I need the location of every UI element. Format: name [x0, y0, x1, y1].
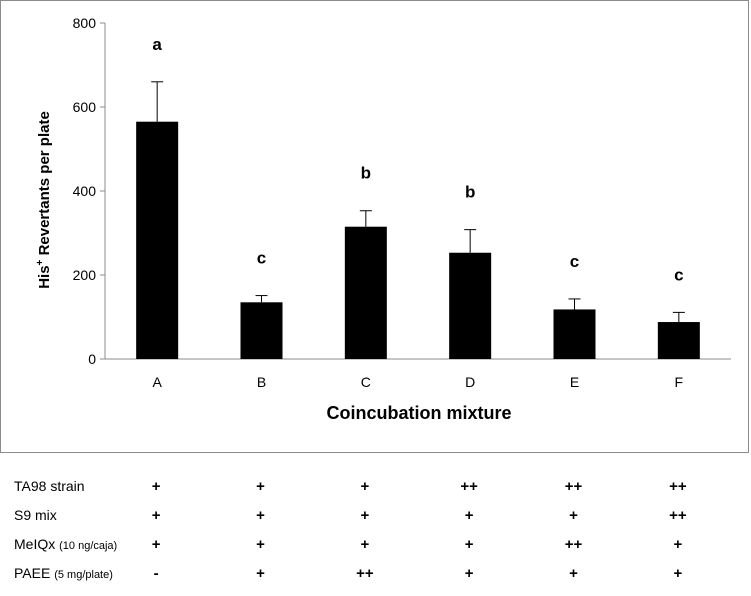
- condition-cell: +: [360, 507, 370, 524]
- condition-cell: +: [569, 565, 578, 582]
- significance-label: b: [465, 183, 475, 202]
- x-tick-label: A: [152, 374, 162, 390]
- y-tick-label: 400: [73, 183, 97, 199]
- y-tick-label: 200: [73, 267, 97, 283]
- y-tick-label: 0: [88, 351, 96, 367]
- condition-cell: +: [360, 478, 370, 495]
- condition-row: TA98 strain + + + ++ ++ ++: [0, 478, 751, 502]
- condition-cell: +: [151, 507, 161, 524]
- significance-label: b: [361, 164, 371, 183]
- condition-cell: +: [360, 536, 370, 553]
- condition-cell: +: [464, 507, 474, 524]
- bar-d: [449, 252, 492, 359]
- svg-text:His+ Revertants per plate: His+ Revertants per plate: [35, 111, 53, 289]
- y-axis-title-main: His: [36, 265, 53, 288]
- condition-cell: +: [256, 478, 265, 495]
- condition-cell: ++: [460, 478, 478, 495]
- significance-label: a: [152, 35, 162, 54]
- condition-cell: ++: [669, 507, 687, 524]
- condition-row: S9 mix + + + + + ++: [0, 507, 751, 531]
- condition-cell: ++: [564, 536, 583, 553]
- bar-c: [344, 226, 387, 359]
- x-tick-label: F: [675, 374, 684, 390]
- y-tick-label: 800: [73, 15, 97, 31]
- x-tick-label: C: [361, 374, 371, 390]
- bar-a: [136, 121, 179, 359]
- condition-cell: ++: [564, 478, 583, 495]
- significance-label: c: [257, 249, 266, 268]
- significance-label: c: [570, 252, 579, 271]
- bar-b: [240, 302, 283, 359]
- condition-cell: +: [464, 565, 474, 582]
- condition-row-label: PAEE (5 mg/plate): [14, 565, 113, 581]
- bar-chart: His+ Revertants per plate 0 200 400 600 800 A…: [35, 15, 731, 423]
- x-axis-title: Coincubation mixture: [326, 403, 511, 423]
- bar-e: [553, 309, 596, 359]
- x-tick-label: D: [465, 374, 475, 390]
- condition-note: (5 mg/plate): [54, 569, 113, 581]
- condition-row: MeIQx (10 ng/caja) + + + + ++ +: [0, 536, 751, 560]
- condition-cell: ++: [356, 565, 374, 582]
- significance-label: c: [674, 265, 683, 284]
- chart-frame: His+ Revertants per plate 0 200 400 600 800 A…: [0, 0, 749, 453]
- condition-cell: +: [256, 507, 265, 524]
- condition-row-label: MeIQx (10 ng/caja): [14, 536, 117, 552]
- condition-cell: -: [153, 565, 159, 582]
- condition-row: PAEE (5 mg/plate) - + ++ + + +: [0, 565, 751, 589]
- y-axis-title-sup: +: [35, 259, 46, 265]
- condition-cell: +: [151, 478, 161, 495]
- condition-cell: +: [673, 565, 683, 582]
- y-axis-title-rest: Revertants per plate: [36, 111, 53, 259]
- y-tick-label: 600: [73, 99, 97, 115]
- condition-cell: +: [673, 536, 683, 553]
- condition-cell: +: [569, 507, 578, 524]
- condition-note: (10 ng/caja): [59, 540, 118, 552]
- condition-cell: +: [256, 536, 265, 553]
- condition-row-label: TA98 strain: [14, 478, 85, 494]
- bar-f: [657, 322, 700, 359]
- plot-area: 0 200 400 600 800 Aa Bc Cb Db Ec Fc: [73, 15, 731, 390]
- y-axis-title: His+ Revertants per plate: [35, 111, 53, 289]
- x-tick-label: E: [570, 374, 579, 390]
- condition-cell: +: [464, 536, 474, 553]
- condition-name: PAEE: [14, 565, 55, 581]
- condition-name: TA98 strain: [14, 478, 85, 494]
- x-tick-label: B: [257, 374, 266, 390]
- condition-row-label: S9 mix: [14, 507, 57, 523]
- condition-name: MeIQx: [14, 536, 60, 552]
- condition-name: S9 mix: [14, 507, 57, 523]
- condition-cell: ++: [669, 478, 687, 495]
- condition-cell: +: [256, 565, 265, 582]
- condition-cell: +: [151, 536, 161, 553]
